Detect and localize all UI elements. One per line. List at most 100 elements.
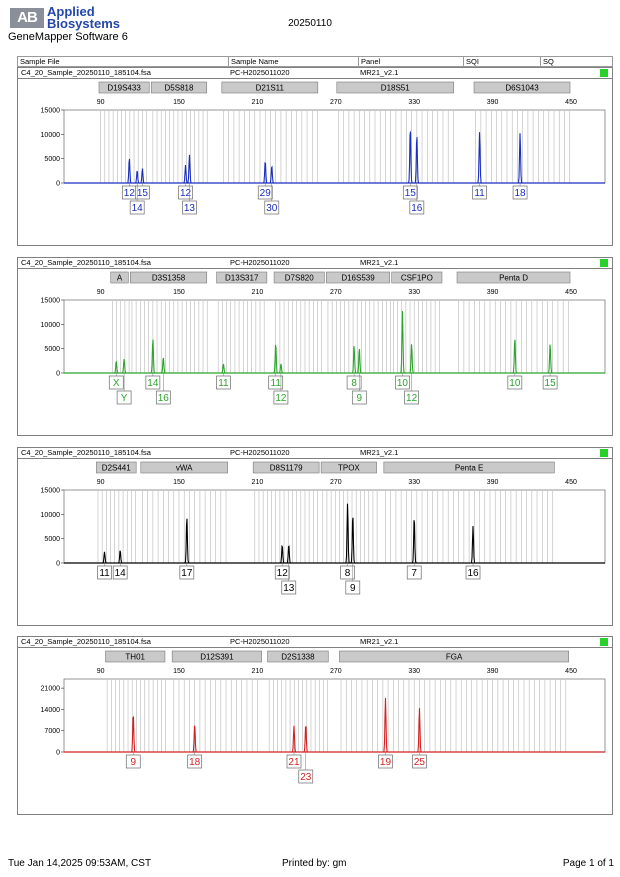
allele-label-box xyxy=(542,375,558,390)
sq-status-indicator xyxy=(600,69,608,77)
locus-label: D21S11 xyxy=(256,84,285,93)
locus-label: D13S317 xyxy=(225,274,259,283)
col-sample-file[interactable]: Sample File xyxy=(20,57,60,66)
sample-info-row: C4_20_Sample_20250110_185104.fsa PC-H202… xyxy=(18,258,612,269)
allele-label-box xyxy=(135,185,150,200)
locus-bar xyxy=(105,650,166,663)
allele-label: 9 xyxy=(357,393,363,404)
allele-label: 11 xyxy=(99,568,110,579)
allele-label-box xyxy=(155,390,171,405)
allele-label-box xyxy=(340,565,355,580)
locus-bar xyxy=(221,81,319,94)
footer-page-number: Page 1 of 1 xyxy=(562,858,614,869)
x-tick-label: 330 xyxy=(408,668,420,675)
panel-name: MR21_v2.1 xyxy=(360,448,399,457)
locus-label: CSF1PO xyxy=(401,274,433,283)
locus-bar xyxy=(252,461,320,474)
locus-label: vWA xyxy=(176,464,193,473)
allele-label: 18 xyxy=(514,188,526,199)
y-tick-label: 5000 xyxy=(44,346,60,353)
electropherogram-panel-blue[interactable]: C4_20_Sample_20250110_185104.fsa PC-H202… xyxy=(17,67,613,246)
allele-label: 19 xyxy=(380,757,392,768)
col-panel[interactable]: Panel xyxy=(358,57,380,66)
y-tick-label: 10000 xyxy=(41,512,61,519)
electropherogram-plot[interactable]: A D3S1358 D13S317 D7S820 D16S539 CSF1PO Penta … xyxy=(18,269,612,435)
y-tick-label: 0 xyxy=(56,371,60,378)
x-tick-label: 150 xyxy=(173,668,185,675)
allele-label-box xyxy=(216,375,231,390)
y-tick-label: 0 xyxy=(56,750,60,757)
x-tick-label: 90 xyxy=(97,289,105,296)
allele-label-box xyxy=(402,185,418,200)
locus-bar xyxy=(336,81,455,94)
locus-label: D5S818 xyxy=(165,84,194,93)
allele-label-box xyxy=(351,390,367,405)
allele-label-box xyxy=(257,185,273,200)
electropherogram-plot[interactable]: D2S441 vWA D8S1179 TPOX Penta E90 150 210 270 33… xyxy=(18,459,612,625)
allele-label-box xyxy=(108,375,124,390)
x-tick-label: 450 xyxy=(565,289,577,296)
applied-biosystems-logo-mark: AB xyxy=(10,8,44,28)
locus-label: A xyxy=(117,274,123,283)
x-tick-label: 210 xyxy=(252,479,264,486)
locus-bar xyxy=(391,271,443,284)
allele-label-box xyxy=(268,375,284,390)
allele-label-box xyxy=(97,565,112,580)
col-sq[interactable]: SQ xyxy=(540,57,554,66)
footer-printed-by: Printed by: gm xyxy=(282,858,347,869)
electropherogram-panel-black[interactable]: C4_20_Sample_20250110_185104.fsa PC-H202… xyxy=(17,447,613,626)
sample-info-row: C4_20_Sample_20250110_185104.fsa PC-H202… xyxy=(18,637,612,648)
allele-label: 13 xyxy=(184,203,196,214)
x-tick-label: 450 xyxy=(565,99,577,106)
allele-label: 16 xyxy=(467,568,479,579)
locus-label: Penta D xyxy=(499,274,528,283)
x-tick-label: 150 xyxy=(173,479,185,486)
allele-label-box xyxy=(472,185,487,200)
locus-bar xyxy=(98,81,150,94)
col-sqi[interactable]: SQI xyxy=(463,57,479,66)
allele-label: 11 xyxy=(218,378,229,389)
footer-datetime: Tue Jan 14,2025 09:53AM, CST xyxy=(8,858,152,869)
electropherogram-panel-green[interactable]: C4_20_Sample_20250110_185104.fsa PC-H202… xyxy=(17,257,613,436)
allele-label-box xyxy=(298,769,314,784)
locus-label: D16S539 xyxy=(341,274,375,283)
plot-frame xyxy=(63,489,606,564)
locus-label: D2S1338 xyxy=(281,653,315,662)
x-tick-label: 270 xyxy=(330,479,342,486)
allele-label: 8 xyxy=(351,378,357,389)
x-tick-label: 330 xyxy=(408,289,420,296)
allele-label-box xyxy=(465,565,481,580)
sq-status-indicator xyxy=(600,638,608,646)
locus-label: TH01 xyxy=(125,653,145,662)
x-tick-label: 90 xyxy=(97,99,105,106)
y-tick-label: 15000 xyxy=(41,108,61,115)
x-tick-label: 450 xyxy=(565,479,577,486)
locus-label: Penta E xyxy=(455,464,483,473)
sample-info-row: C4_20_Sample_20250110_185104.fsa PC-H202… xyxy=(18,68,612,79)
allele-label-box xyxy=(264,200,280,215)
locus-bar xyxy=(171,650,262,663)
allele-label-box xyxy=(145,375,161,390)
allele-label-box xyxy=(507,375,523,390)
locus-bar xyxy=(339,650,570,663)
locus-label: TPOX xyxy=(338,464,360,473)
y-tick-label: 5000 xyxy=(44,156,60,163)
electropherogram-panel-red[interactable]: C4_20_Sample_20250110_185104.fsa PC-H202… xyxy=(17,636,613,815)
allele-label: 10 xyxy=(509,378,521,389)
allele-label: Y xyxy=(121,393,128,404)
allele-label: 14 xyxy=(147,378,159,389)
locus-bar xyxy=(96,461,137,474)
allele-label: 10 xyxy=(397,378,409,389)
panel-name: MR21_v2.1 xyxy=(360,637,399,646)
col-sample-name[interactable]: Sample Name xyxy=(228,57,279,66)
x-tick-label: 450 xyxy=(565,668,577,675)
allele-label: 21 xyxy=(288,757,300,768)
locus-bar xyxy=(456,271,571,284)
y-tick-label: 15000 xyxy=(41,488,61,495)
allele-label: 12 xyxy=(406,393,418,404)
plot-frame xyxy=(63,678,606,753)
locus-label: FGA xyxy=(446,653,463,662)
allele-label: 16 xyxy=(158,393,170,404)
